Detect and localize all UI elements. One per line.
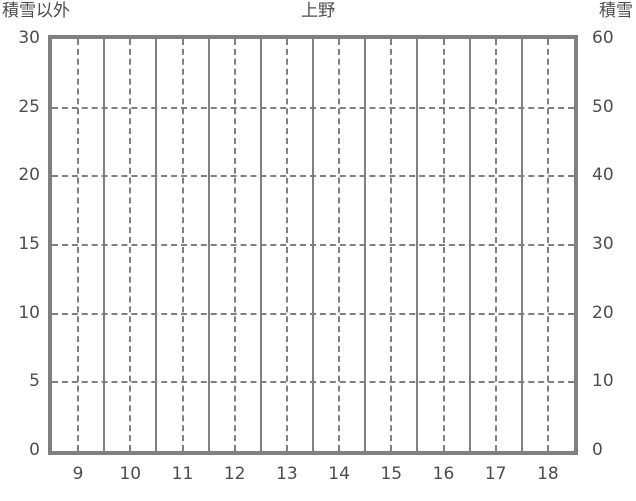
chart-title: 上野 (301, 1, 335, 21)
x-axis-tick-label: 17 (484, 464, 507, 484)
y-axis-right-tick-label: 40 (592, 165, 614, 186)
y-axis-left-tick-label: 15 (18, 234, 40, 254)
y-axis-left-tick-label: 20 (18, 165, 40, 186)
x-axis-tick-label: 11 (171, 464, 194, 484)
x-axis-tick-label: 13 (276, 464, 298, 484)
y-axis-right-tick-label: 50 (592, 96, 614, 117)
y-axis-left-tick-label: 10 (18, 302, 40, 323)
x-axis-tick-label: 16 (432, 464, 455, 484)
y-axis-right-tick-label: 10 (592, 371, 614, 392)
x-axis-tick-label: 14 (328, 464, 350, 484)
y-axis-right-tick-label: 20 (592, 302, 614, 323)
y-axis-left-tick-label: 25 (18, 96, 40, 117)
y-axis-right-tick-label: 30 (592, 234, 614, 254)
y-axis-right-tick-label: 60 (592, 28, 614, 48)
horizontal-gridline (52, 244, 574, 246)
y-axis-left-tick-label: 0 (29, 440, 40, 460)
right-axis-title: 積雪 (599, 1, 633, 21)
plot-area (48, 35, 578, 455)
x-axis-tick-label: 12 (223, 464, 246, 484)
y-axis-left-tick-label: 30 (18, 28, 40, 48)
horizontal-gridline (52, 381, 574, 384)
x-axis-tick-label: 9 (72, 464, 84, 484)
x-axis-tick-label: 18 (537, 464, 559, 484)
x-axis-tick-label: 15 (380, 464, 403, 484)
horizontal-gridline (52, 106, 574, 109)
horizontal-gridline (52, 175, 574, 178)
x-axis-tick-label: 10 (119, 464, 142, 484)
y-axis-right-tick-label: 0 (592, 440, 603, 460)
horizontal-gridline (52, 312, 574, 315)
left-axis-title: 積雪以外 (2, 1, 70, 21)
plot-grid (52, 39, 574, 451)
y-axis-left-tick-label: 5 (29, 371, 40, 392)
